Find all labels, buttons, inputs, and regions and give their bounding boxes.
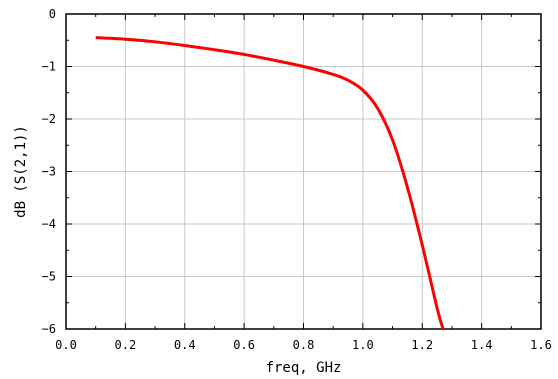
grid-lines xyxy=(66,14,541,329)
y-tick-label: −5 xyxy=(42,270,56,284)
x-tick-label: 0.2 xyxy=(115,338,137,352)
series-layer xyxy=(95,36,445,330)
y-tick-label: −4 xyxy=(42,217,56,231)
x-tick-label: 0.8 xyxy=(293,338,315,352)
y-tick-label: −2 xyxy=(42,112,56,126)
x-tick-label: 1.0 xyxy=(352,338,374,352)
x-tick-label: 1.6 xyxy=(530,338,552,352)
axis-ticks: 0.0 0.2 0.4 0.6 0.8 1.0 1.2 1.4 1.6 0 −1 −2 −3 −4 −5 −6 xyxy=(42,7,552,352)
x-tick-label: 0.6 xyxy=(233,338,255,352)
y-axis-label: dB (S(2,1)) xyxy=(13,125,29,218)
x-tick-label: 0.0 xyxy=(55,338,77,352)
y-tick-label: −6 xyxy=(42,322,56,336)
series-line xyxy=(95,36,445,330)
y-tick-label: 0 xyxy=(49,7,56,21)
x-tick-label: 1.2 xyxy=(411,338,433,352)
x-tick-label: 1.4 xyxy=(471,338,493,352)
x-tick-label: 0.4 xyxy=(174,338,196,352)
y-tick-label: −1 xyxy=(42,60,56,74)
y-tick-label: −3 xyxy=(42,165,56,179)
x-axis-label: freq, GHz xyxy=(266,360,342,376)
